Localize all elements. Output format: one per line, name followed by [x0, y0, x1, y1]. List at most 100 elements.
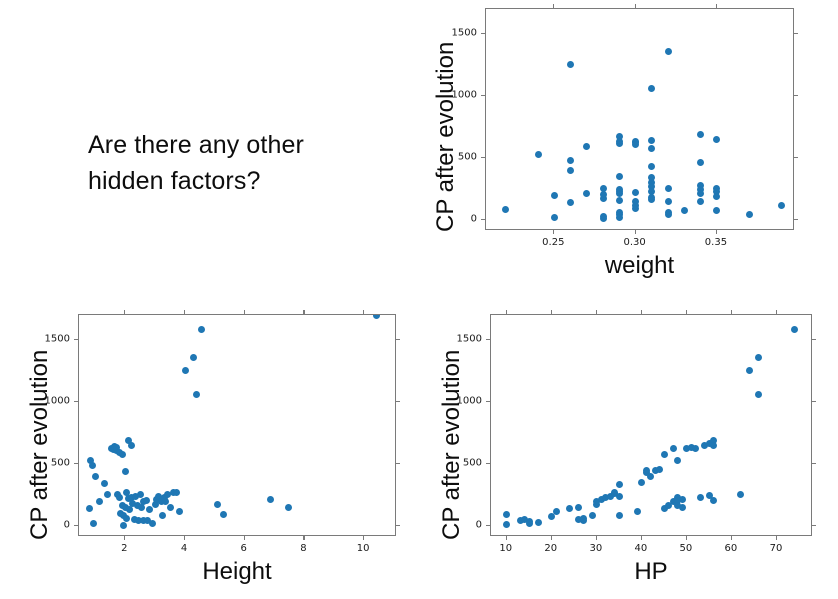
- data-point: [220, 511, 228, 519]
- data-point: [697, 185, 705, 193]
- data-point: [126, 506, 134, 514]
- x-axis-tick: [634, 230, 636, 234]
- data-point: [123, 514, 131, 522]
- data-point: [615, 140, 623, 148]
- hp-scatter-figure: 10 20 30 40 50 60 70 0 500 1000 1500 HP CP after evo…: [420, 300, 838, 599]
- height-scatter-figure: 2 4 6 8 10 0 500 1000 1500 Height CP after evoluti…: [0, 300, 410, 599]
- data-point: [680, 207, 688, 215]
- data-point: [665, 501, 673, 509]
- x-axis-tick-label: 40: [634, 543, 648, 554]
- plot-area: [490, 314, 812, 536]
- data-point: [266, 496, 274, 504]
- y-axis-tick-mirror: [812, 462, 816, 464]
- x-axis-tick-label: 0.30: [623, 237, 646, 248]
- y-axis-tick-mirror: [794, 94, 798, 96]
- x-axis-title: Height: [202, 558, 272, 585]
- data-point: [534, 151, 542, 159]
- data-point: [159, 511, 167, 519]
- data-point: [687, 444, 695, 452]
- data-point: [648, 179, 656, 187]
- x-axis-tick-mirror: [505, 310, 507, 314]
- data-point: [181, 367, 189, 375]
- x-axis-tick: [303, 536, 305, 540]
- y-axis-tick: [74, 462, 78, 464]
- data-point: [615, 214, 623, 222]
- slide-question-text: Are there any other hidden factors?: [88, 128, 398, 199]
- data-point: [632, 140, 640, 148]
- x-axis-tick: [730, 536, 733, 540]
- data-point: [550, 214, 558, 222]
- data-point: [713, 188, 721, 196]
- x-axis-tick-label: 10: [499, 543, 513, 554]
- data-point: [648, 145, 656, 153]
- data-point: [96, 497, 104, 505]
- data-point: [615, 492, 623, 500]
- data-point: [647, 472, 655, 480]
- y-axis-tick: [481, 32, 485, 34]
- data-point: [697, 130, 705, 138]
- y-axis-tick-mirror: [794, 156, 798, 158]
- data-point: [550, 191, 558, 199]
- data-point: [755, 354, 763, 362]
- y-axis-tick-mirror: [396, 338, 400, 340]
- x-axis-tick-mirror: [775, 310, 778, 314]
- data-point: [705, 491, 713, 499]
- data-point: [91, 472, 99, 480]
- data-point: [737, 491, 745, 499]
- x-axis-tick: [553, 230, 555, 234]
- data-point: [124, 436, 132, 444]
- x-axis-tick: [363, 536, 365, 540]
- data-point: [136, 491, 144, 499]
- data-point: [588, 512, 596, 520]
- y-axis-tick-label: 0: [63, 519, 70, 531]
- data-point: [85, 504, 93, 512]
- data-point: [144, 517, 152, 525]
- x-axis-tick-mirror: [303, 310, 305, 314]
- x-axis-tick: [505, 536, 507, 540]
- data-point: [615, 189, 623, 197]
- data-point: [710, 442, 718, 450]
- data-point: [121, 467, 129, 475]
- data-point: [648, 136, 656, 144]
- y-axis-tick-label: 500: [50, 457, 70, 469]
- data-point: [113, 444, 121, 452]
- data-point: [746, 367, 754, 375]
- x-axis-title: weight: [604, 252, 675, 279]
- x-axis-tick-mirror: [685, 310, 688, 314]
- data-point: [606, 493, 614, 501]
- y-axis-title: CP after evolution: [26, 349, 53, 540]
- data-point: [615, 172, 623, 180]
- data-point: [166, 504, 174, 512]
- data-point: [148, 520, 156, 528]
- y-axis-tick-mirror: [812, 400, 816, 402]
- data-point: [664, 197, 672, 205]
- y-axis-tick-label: 1500: [456, 333, 482, 345]
- data-point: [593, 497, 601, 505]
- y-axis-tick: [481, 94, 485, 96]
- weight-axes: 0.25 0.30 0.35 0 500 1000 1500 weight CP after e…: [398, 0, 838, 292]
- hp-axes: 10 20 30 40 50 60 70 0 500 1000 1500 HP CP after evo…: [420, 300, 838, 599]
- data-point: [521, 516, 529, 524]
- data-point: [678, 496, 686, 504]
- x-axis-tick-label: 30: [589, 543, 603, 554]
- y-axis-tick-label: 1500: [44, 333, 70, 345]
- data-point: [602, 494, 610, 502]
- data-point: [633, 508, 641, 516]
- data-point: [87, 456, 95, 464]
- data-point: [745, 210, 753, 218]
- x-axis-tick-label: 60: [724, 543, 738, 554]
- data-point: [100, 480, 108, 488]
- x-axis-tick: [715, 230, 718, 234]
- y-axis-tick: [486, 462, 490, 464]
- y-axis-title: CP after evolution: [432, 41, 459, 232]
- data-point: [696, 493, 704, 501]
- data-point: [135, 516, 143, 524]
- y-axis-tick-mirror: [396, 462, 400, 464]
- data-point: [638, 478, 646, 486]
- data-point: [132, 493, 140, 501]
- x-axis-tick: [243, 536, 245, 540]
- y-axis-tick-label: 1000: [456, 395, 482, 407]
- x-axis-tick: [184, 536, 186, 540]
- x-axis-tick: [640, 536, 643, 540]
- x-axis-tick: [550, 536, 552, 540]
